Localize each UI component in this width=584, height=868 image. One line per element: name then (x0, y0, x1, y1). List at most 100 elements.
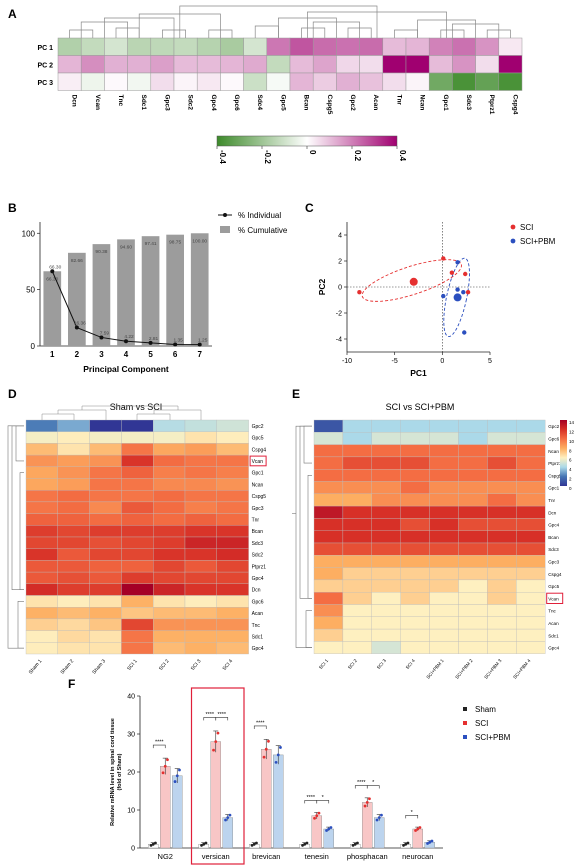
sci-confidence-ellipse (361, 259, 462, 302)
data-point (305, 841, 309, 845)
heatmap-cell (150, 37, 175, 56)
heatmap-cell (216, 513, 249, 526)
heatmap-cell (153, 490, 186, 503)
heatmap-cell (458, 604, 488, 617)
heatmap-cell (25, 642, 58, 655)
heatmap-cell (153, 618, 186, 631)
heatmap-cell (184, 454, 217, 467)
heatmap-cell (216, 490, 249, 503)
data-point (313, 816, 316, 820)
colorbar-tick-label: 0 (569, 486, 572, 491)
heatmap-cell (342, 432, 372, 445)
data-point (375, 818, 379, 822)
heatmap-cell (184, 501, 217, 514)
individual-value-label: 1.35 (173, 337, 183, 343)
heatmap-cell (312, 72, 337, 91)
heatmap-cell (400, 555, 430, 568)
heatmap-cell (342, 567, 372, 581)
gene-row-label: Gpc3 (548, 559, 559, 564)
colorbar-tick-label: 0.4 (398, 150, 407, 162)
heatmap-cell (25, 513, 58, 526)
heatmap-cell (400, 493, 430, 507)
data-point (377, 816, 381, 819)
data-point (264, 747, 268, 751)
heatmap-cell (153, 560, 186, 573)
heatmap-cell (312, 37, 337, 56)
dendrogram-branch (17, 601, 24, 649)
heatmap-cell (153, 595, 186, 608)
significance-bracket (215, 717, 229, 721)
heatmap-cell (487, 567, 517, 581)
gene-column-label: Gpc4 (210, 95, 217, 112)
heatmap-cell (89, 419, 122, 432)
heatmap-cell (57, 431, 90, 444)
pbm-point (455, 260, 460, 265)
gene-row-label: Gpc4 (252, 576, 264, 582)
heatmap-cell (516, 579, 546, 593)
heatmap-cell (342, 481, 372, 494)
heatmap-cell (429, 641, 459, 654)
bar (362, 802, 373, 849)
data-point (166, 758, 169, 762)
heatmap-cell (429, 530, 459, 544)
gene-row-label: Dcn (548, 510, 557, 515)
sci-centroid (409, 277, 418, 286)
heatmap-cell (216, 583, 249, 596)
sample-column-label: SCI 3 (190, 658, 203, 672)
individual-value-label: 2.81 (149, 336, 159, 342)
heatmap-cell (400, 616, 430, 630)
heatmap-cell (487, 444, 517, 458)
gene-row-label: Gpc5 (548, 584, 559, 589)
data-point (200, 844, 203, 847)
sample-column-label: Sham 3 (91, 658, 107, 675)
y-tick-label: 100 (22, 229, 36, 238)
heatmap-cell (429, 469, 459, 482)
heatmap-cell (89, 525, 122, 538)
heatmap-cell (57, 525, 90, 538)
dendrogram-branch (254, 25, 279, 38)
data-point (317, 811, 321, 815)
heatmap-cell (184, 466, 217, 479)
heatmap-cell (429, 444, 459, 458)
gene-column-label: Acan (372, 95, 379, 111)
heatmap-cell (313, 628, 344, 642)
sample-column-label: SCI+PBM 3 (483, 658, 503, 680)
gene-column-label: Vcan (94, 95, 101, 111)
heatmap-cell (371, 444, 401, 458)
heatmap-cell (342, 641, 372, 654)
heatmap-cell (487, 592, 517, 605)
heatmap-cell (498, 55, 523, 74)
heatmap-cell (121, 560, 154, 573)
heatmap-cell (25, 630, 58, 643)
heatmap-cell (429, 592, 459, 605)
significance-label: * (411, 810, 414, 816)
significance-bracket (253, 725, 267, 729)
heatmap-cell (516, 628, 546, 642)
colorbar-tick-label: -0.2 (263, 150, 272, 164)
dendrogram-branch (394, 29, 418, 38)
bar (222, 817, 233, 849)
heatmap-cell (475, 37, 500, 56)
y-axis-title: Relative mRNA level in spinal cord tissu… (110, 718, 123, 826)
sample-column-label: Sham 1 (28, 658, 44, 675)
significance-label: **** (217, 712, 226, 718)
colorbar-tick-label: 10 (569, 439, 575, 444)
heatmap-cell (121, 513, 154, 526)
heatmap-cell (487, 432, 517, 445)
heatmap-cell (336, 72, 360, 91)
heatmap-cell (313, 493, 344, 507)
heatmap-cell (342, 555, 372, 568)
significance-bracket (366, 785, 380, 789)
group-label: brevican (252, 852, 280, 861)
gene-row-label: Sdc2 (252, 553, 264, 559)
colorbar-tick-label: 2 (569, 477, 572, 482)
heatmap-cell (25, 571, 58, 584)
panel-label-b: B (8, 201, 17, 215)
sci-point (357, 290, 362, 295)
heatmap-cell (458, 592, 488, 605)
heatmap-cell (458, 444, 488, 458)
heatmap-cell (371, 469, 401, 482)
heatmap-cell (487, 419, 517, 433)
heatmap-cell (216, 630, 249, 643)
dendrogram-branch (15, 425, 24, 462)
